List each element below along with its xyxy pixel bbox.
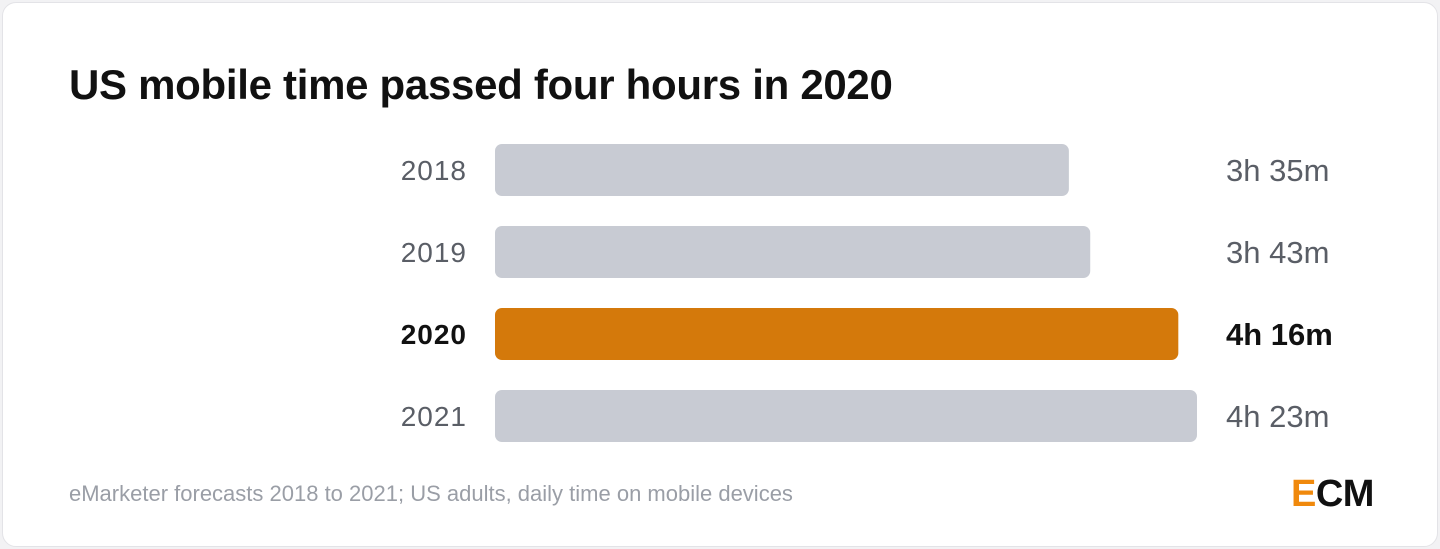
footnote: eMarketer forecasts 2018 to 2021; US adu… [69,481,793,506]
category-label-2020: 2020 [401,319,467,350]
bar-2020 [495,308,1179,360]
category-label-2018: 2018 [401,155,467,186]
chart-title: US mobile time passed four hours in 2020 [69,61,893,108]
bar-chart: 2018 3h 35m 2019 3h 43m 2020 4h 16m 2021 4h 23m [401,144,1333,442]
bar-2021 [495,390,1197,442]
value-label-2018: 3h 35m [1226,153,1329,188]
value-label-2020: 4h 16m [1226,317,1333,352]
logo-letters: CM [1315,473,1375,515]
category-label-2019: 2019 [401,237,467,268]
bar-2019 [495,226,1091,278]
value-label-2021: 4h 23m [1226,399,1329,434]
category-label-2021: 2021 [401,401,467,432]
bar-2018 [495,144,1069,196]
value-label-2019: 3h 43m [1226,235,1329,270]
brand-logo: ECM [1291,473,1374,516]
logo-letter-e: E [1291,473,1316,515]
